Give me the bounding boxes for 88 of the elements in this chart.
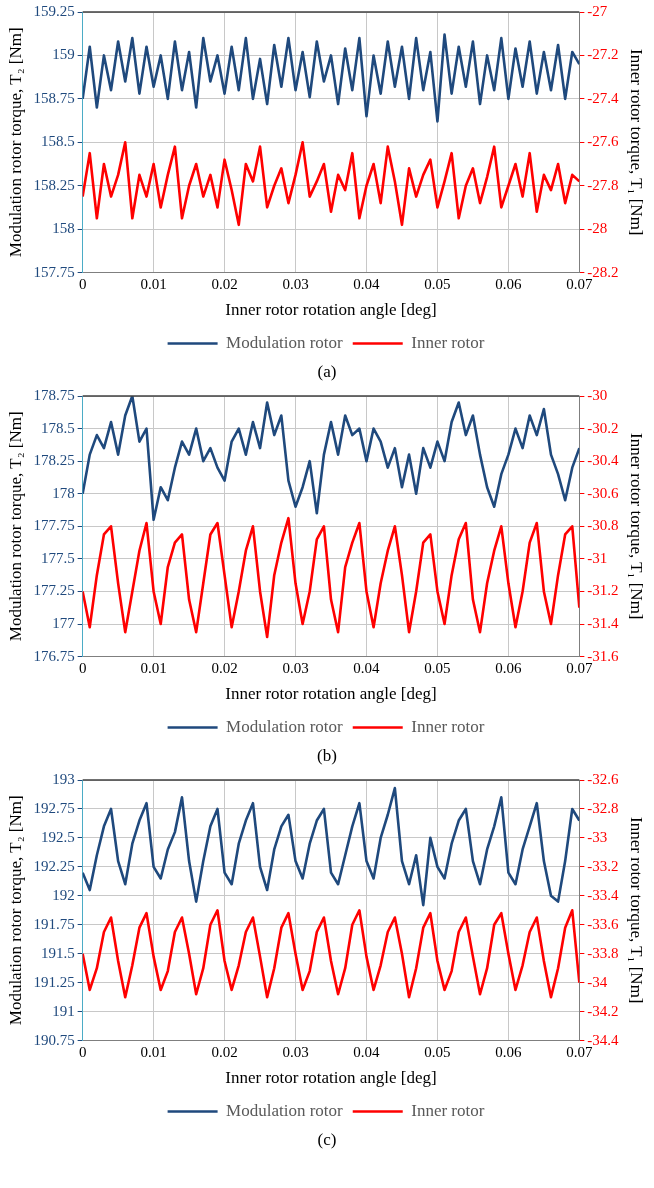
y-tick-label: 178 [52, 484, 75, 501]
text: (a) [316, 362, 338, 383]
x-tick-label: 0.02 [211, 659, 238, 676]
legend-label: Inner rotor [411, 1100, 485, 1120]
y2-tick-label: -32.6 [587, 770, 620, 787]
y-tick-label: 176.75 [33, 647, 75, 664]
x-tick-label: 0.02 [211, 1043, 238, 1060]
y2-tick-label: -27.4 [587, 89, 620, 106]
y-tick-label: 193 [52, 770, 75, 787]
y-tick-label: 177.75 [33, 517, 75, 534]
text: (b) [316, 746, 338, 767]
x-tick-label: 0 [78, 659, 87, 676]
y2-tick-label: -33.8 [587, 944, 619, 961]
y-tick-label: 192 [52, 886, 75, 903]
x-tick-label: 0 [78, 275, 87, 292]
y2-axis-title: Inner rotor torque, T₁ [Nm] [627, 49, 647, 236]
x-tick-label: 0.03 [282, 1043, 309, 1060]
y-tick-label: 159.25 [33, 2, 75, 19]
y2-tick-label: -27.2 [587, 46, 619, 63]
x-axis-title: Inner rotor rotation angle [deg] [225, 1068, 437, 1088]
y-axis-title: Modulation rotor torque, T₂ [Nm] [5, 411, 25, 642]
y2-tick-label: -30.4 [587, 452, 620, 469]
y-tick-label: 159 [52, 46, 75, 63]
y-tick-label: 158.75 [33, 89, 75, 106]
x-axis-title: Inner rotor rotation angle [deg] [225, 684, 437, 704]
y2-tick-label: -32.8 [587, 799, 619, 816]
y2-tick-label: -34 [587, 973, 608, 990]
y2-tick-label: -30.6 [587, 484, 620, 501]
x-tick-label: 0.01 [140, 1043, 167, 1060]
x-tick-label: 0.05 [424, 1043, 451, 1060]
y2-tick-label: -31 [587, 549, 608, 566]
y-tick-label: 158.5 [40, 133, 75, 150]
x-tick-label: 0.05 [424, 659, 451, 676]
y2-tick-label: -31.4 [587, 614, 620, 631]
y-tick-label: 191.75 [33, 915, 75, 932]
y2-tick-label: -30 [587, 386, 608, 403]
y2-axis-title: Inner rotor torque, T₁ [Nm] [627, 433, 647, 620]
y2-tick-label: -30.8 [587, 517, 619, 534]
y2-tick-label: -27.8 [587, 176, 619, 193]
x-tick-label: 0.04 [353, 1043, 381, 1060]
y-tick-label: 191.5 [40, 944, 75, 961]
y-tick-label: 191 [52, 1002, 75, 1019]
x-tick-label: 0.06 [495, 1043, 523, 1060]
x-tick-label: 0.01 [140, 275, 167, 292]
y-tick-label: 192.75 [33, 799, 75, 816]
x-tick-label: 0.04 [353, 659, 381, 676]
y-tick-label: 177.5 [40, 549, 75, 566]
y2-tick-label: -31.2 [587, 582, 619, 599]
y-tick-label: 178.75 [33, 386, 75, 403]
legend-label: Modulation rotor [226, 1100, 344, 1120]
y-tick-label: 190.75 [33, 1031, 75, 1048]
x-tick-label: 0.02 [211, 275, 238, 292]
legend-label: Inner rotor [411, 332, 485, 352]
x-tick-label: 0 [78, 1043, 87, 1060]
y2-tick-label: -30.2 [587, 419, 619, 436]
y2-tick-label: -33.4 [587, 886, 620, 903]
y-tick-label: 158.25 [33, 176, 75, 193]
y-tick-label: 191.25 [33, 973, 75, 990]
y-axis-title: Modulation rotor torque, T₂ [Nm] [5, 795, 25, 1026]
y2-tick-label: -27.6 [587, 133, 620, 150]
y2-tick-label: -33 [587, 828, 608, 845]
y2-tick-label: -33.6 [587, 915, 620, 932]
text: (c) [316, 1130, 338, 1151]
y2-axis-title: Inner rotor torque, T₁ [Nm] [627, 817, 647, 1004]
x-tick-label: 0.06 [495, 275, 523, 292]
legend-label: Inner rotor [411, 716, 485, 736]
y-tick-label: 158 [52, 220, 75, 237]
x-tick-label: 0.01 [140, 659, 167, 676]
y-tick-label: 178.5 [40, 419, 75, 436]
y-tick-label: 178.25 [33, 452, 75, 469]
y2-tick-label: -33.2 [587, 857, 619, 874]
y-tick-label: 177.25 [33, 582, 75, 599]
legend-label: Modulation rotor [226, 716, 344, 736]
legend-label: Modulation rotor [226, 332, 344, 352]
x-tick-label: 0.03 [282, 659, 309, 676]
x-axis-title: Inner rotor rotation angle [deg] [225, 300, 437, 320]
y-tick-label: 192.5 [40, 828, 75, 845]
x-tick-label: 0.06 [495, 659, 523, 676]
y2-tick-label: -34.2 [587, 1002, 619, 1019]
y-tick-label: 177 [52, 614, 76, 631]
y-tick-label: 157.75 [33, 263, 75, 280]
y-tick-label: 192.25 [33, 857, 75, 874]
y2-tick-label: -28 [587, 220, 608, 237]
x-tick-label: 0.04 [353, 275, 381, 292]
y2-tick-label: -27 [587, 2, 608, 19]
y-axis-title: Modulation rotor torque, T₂ [Nm] [5, 27, 25, 258]
x-tick-label: 0.05 [424, 275, 451, 292]
x-tick-label: 0.03 [282, 275, 309, 292]
